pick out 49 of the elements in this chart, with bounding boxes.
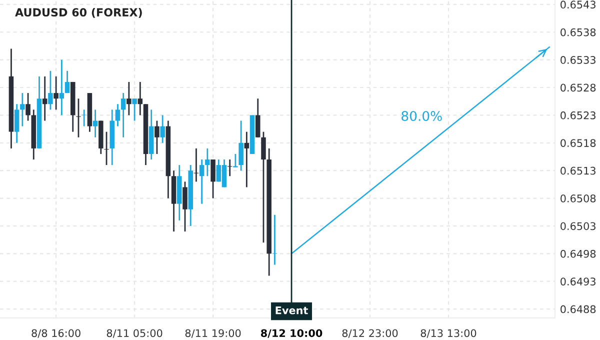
x-tick-label: 8/8 16:00 <box>32 329 80 338</box>
candlestick <box>76 98 81 138</box>
candlestick <box>138 81 143 116</box>
x-tick-label: 8/12 23:00 <box>342 329 398 338</box>
candlestick <box>160 114 165 144</box>
candlestick <box>261 131 266 244</box>
candlestick <box>126 81 132 116</box>
candlestick <box>120 92 126 138</box>
candlestick <box>132 98 137 122</box>
y-tick-label: 0.6533 <box>560 56 596 64</box>
candlestick <box>199 158 204 205</box>
candlestick <box>59 59 64 116</box>
candlestick <box>64 70 70 94</box>
candlestick <box>20 92 25 127</box>
x-tick-label: 8/11 05:00 <box>106 329 162 338</box>
y-tick-label: 0.6523 <box>560 111 596 120</box>
candlestick <box>115 103 120 127</box>
y-tick-label: 0.6513 <box>560 166 596 175</box>
y-tick-label: 0.6538 <box>560 28 596 36</box>
candlestick <box>54 76 58 110</box>
x-tick-label: 8/13 13:00 <box>420 329 476 338</box>
y-tick-label: 0.6488 <box>560 305 596 314</box>
y-tick-label: 0.6543 <box>560 0 596 9</box>
candlestick <box>92 108 98 138</box>
candlestick <box>182 180 188 232</box>
y-tick-label: 0.6503 <box>560 222 596 230</box>
x-tick-label: 8/12 10:00 <box>260 329 322 338</box>
y-tick-label: 0.6508 <box>560 194 596 202</box>
annotation: 80.0% <box>402 111 442 121</box>
ref-line-label: Event <box>276 306 308 314</box>
candlestick <box>48 70 53 110</box>
y-tick-label: 0.6498 <box>560 250 596 258</box>
x-tick-label: 8/11 19:00 <box>185 329 241 338</box>
candlestick <box>255 98 260 138</box>
candlestick <box>233 153 238 168</box>
candlestick <box>154 120 160 155</box>
candlestick <box>104 131 109 166</box>
candlestick <box>205 148 210 177</box>
y-tick-label: 0.6518 <box>560 139 596 147</box>
candlestick <box>210 158 216 199</box>
candlestick <box>26 92 30 122</box>
text: AUDUSD 60 (FOREX) <box>15 8 142 18</box>
candlestick <box>244 131 250 188</box>
candlestick <box>42 76 48 122</box>
y-tick-label: 0.6528 <box>560 84 596 92</box>
candlestick <box>14 103 20 144</box>
y-tick-label: 0.6493 <box>560 278 596 286</box>
candlestick <box>238 120 244 172</box>
candlestick <box>272 214 278 266</box>
